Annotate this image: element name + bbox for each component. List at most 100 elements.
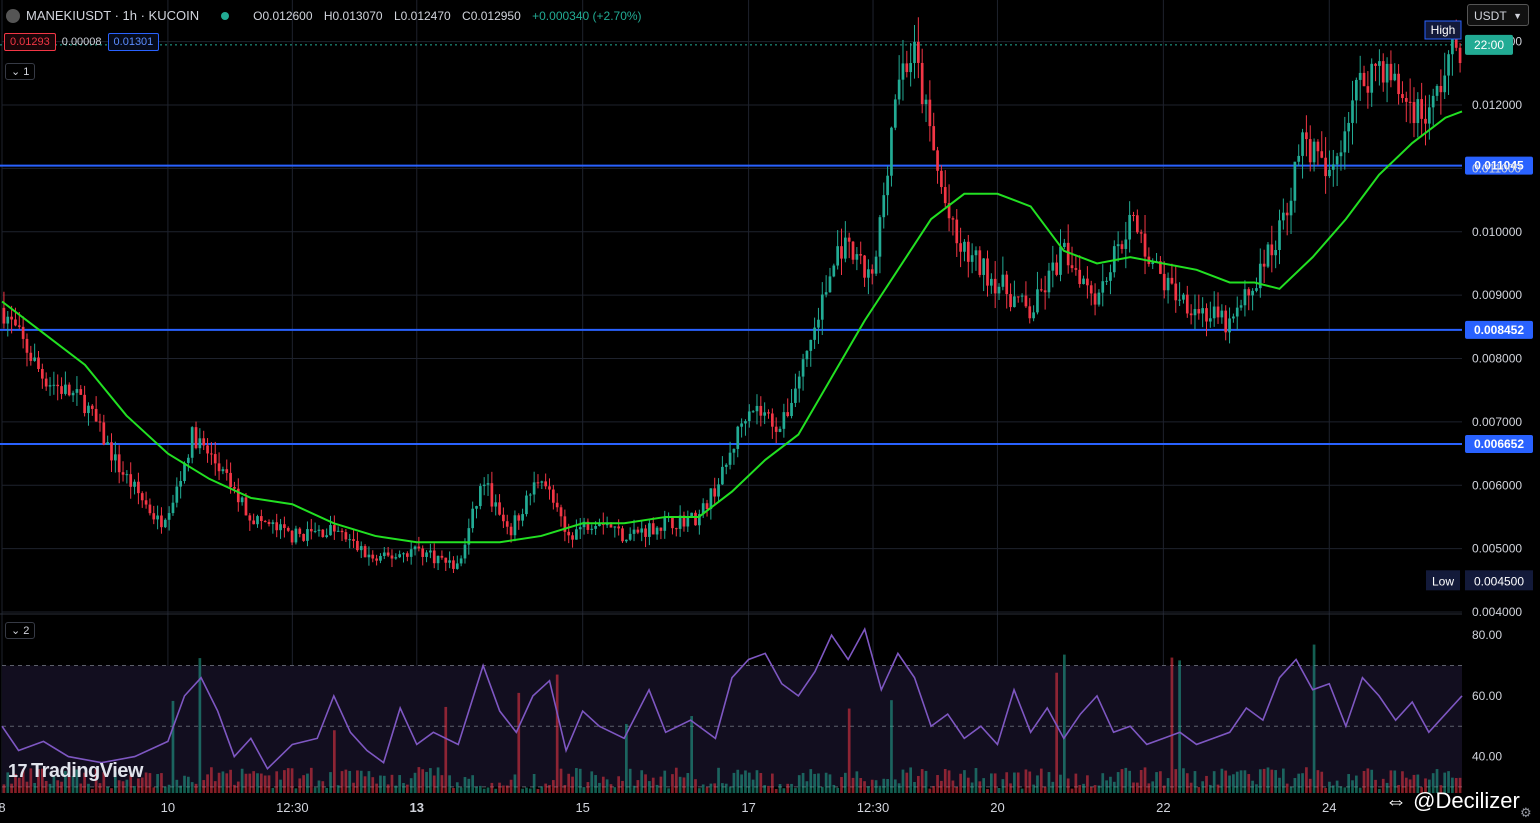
support-resistance-levels	[0, 44, 1462, 445]
high-badge-label: High	[1431, 23, 1456, 37]
volume-bar	[1266, 767, 1270, 793]
rsi-tick-label: 40.00	[1472, 750, 1502, 764]
time-axis: 8 10 12:30 13 15 17 12:30 20 22 24	[0, 800, 1337, 815]
candle-body	[1101, 281, 1105, 293]
candle-body	[1205, 308, 1208, 322]
candle-body	[901, 63, 905, 80]
volume-bar	[993, 773, 997, 793]
candle-body	[913, 41, 916, 64]
volume-bar	[1201, 781, 1205, 793]
volume-bar	[1120, 769, 1124, 793]
candle-body	[190, 427, 194, 458]
candle-body	[213, 454, 217, 464]
volume-bar	[1289, 786, 1293, 793]
volume-bar	[1305, 767, 1308, 793]
volume-bar	[448, 775, 451, 793]
candle-body	[429, 550, 432, 553]
volume-bar	[1220, 768, 1224, 793]
candle-body	[651, 523, 655, 535]
candle-body	[1401, 94, 1404, 99]
pane-1-toggle[interactable]: ⌄ 1	[5, 63, 36, 80]
candle-body	[1105, 280, 1108, 282]
volume-bar	[1235, 771, 1239, 793]
candle-body	[509, 526, 513, 536]
candle-body	[179, 481, 183, 487]
candle-body	[444, 557, 448, 563]
candle-body	[1174, 283, 1178, 301]
time-tick-label: 12:30	[857, 800, 890, 815]
volume-bar	[817, 773, 820, 793]
candle-body	[252, 520, 256, 525]
volume-bar	[44, 780, 48, 793]
candle-body	[936, 150, 939, 171]
currency-select[interactable]: USDT ▼	[1467, 4, 1529, 26]
candle-body	[928, 99, 932, 127]
candle-body	[1305, 132, 1308, 140]
candle-body	[236, 488, 240, 503]
candle-body	[478, 486, 482, 507]
candle-body	[1351, 100, 1354, 123]
candle-body	[805, 350, 809, 360]
volume-bar	[1239, 770, 1243, 793]
volume-bar	[1278, 777, 1281, 793]
volume-bar	[847, 708, 851, 793]
volume-bar	[1147, 783, 1151, 793]
sell-button[interactable]: 0.01293	[4, 33, 56, 51]
candle-body	[1178, 299, 1181, 301]
candle-body	[1343, 131, 1347, 153]
candle-body	[621, 528, 624, 542]
candle-body	[1451, 32, 1454, 55]
volume-bar	[1024, 769, 1028, 793]
candle-body	[425, 552, 428, 557]
candle-body	[409, 549, 413, 557]
rsi-tick-label: 80.00	[1472, 628, 1502, 642]
candle-body	[1143, 233, 1147, 257]
level-label: 0.008452	[1474, 323, 1524, 337]
symbol-title[interactable]: MANEKIUSDT · 1h · KUCOIN	[26, 8, 200, 23]
volume-bar	[617, 776, 621, 793]
volume-bar	[206, 774, 209, 793]
volume-bar	[1427, 779, 1431, 793]
volume-bar	[252, 771, 256, 793]
volume-bar	[1312, 644, 1316, 793]
volume-bar	[920, 769, 924, 793]
volume-bar	[690, 716, 694, 793]
candle-body	[25, 338, 29, 353]
volume-bar	[582, 787, 586, 793]
volume-bar	[71, 775, 75, 793]
gear-icon[interactable]: ⚙	[1520, 805, 1532, 820]
volume-bar	[90, 788, 94, 793]
candle-body	[259, 516, 263, 522]
volume-bar	[682, 777, 686, 793]
buy-button[interactable]: 0.01301	[107, 33, 160, 51]
volume-bar	[517, 692, 521, 793]
volume-bar	[636, 780, 640, 793]
volume-bar	[947, 770, 951, 793]
volume-bar	[371, 777, 375, 793]
candle-body	[463, 544, 467, 559]
candle-body	[1385, 63, 1389, 83]
candle-body	[1389, 63, 1393, 81]
candle-body	[1404, 98, 1408, 102]
candle-body	[1116, 244, 1120, 247]
volume-bar	[502, 785, 505, 793]
volume-bar	[663, 770, 667, 793]
candle-body	[505, 521, 509, 527]
candle-body	[836, 246, 840, 266]
volume-bar	[936, 775, 939, 793]
candle-body	[770, 413, 774, 427]
volume-bar	[1354, 775, 1358, 793]
volume-bar	[152, 787, 156, 793]
time-tick-label: 8	[0, 800, 6, 815]
time-tick-label: 10	[161, 800, 175, 815]
volume-bar	[563, 784, 567, 793]
candle-body	[794, 388, 797, 403]
candle-body	[302, 533, 305, 541]
volume-bar	[955, 786, 959, 793]
candle-body	[156, 515, 159, 520]
rsi-bands	[2, 665, 1462, 788]
candle-body	[471, 508, 475, 529]
volume-bar	[1431, 773, 1435, 793]
pane-2-toggle[interactable]: ⌄ 2	[5, 622, 36, 639]
